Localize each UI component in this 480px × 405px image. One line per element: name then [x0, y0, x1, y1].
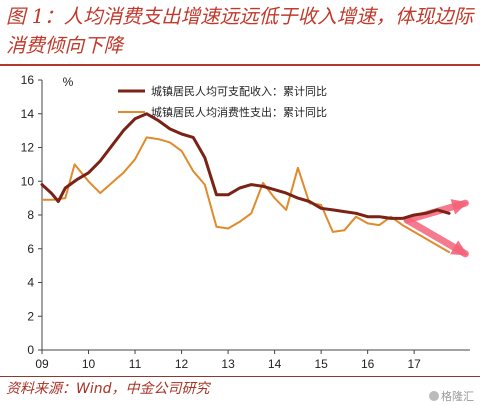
x-tick-label: 12: [175, 357, 189, 371]
legend-label-1: 城镇居民人均可支配收入：累计同比: [151, 84, 327, 98]
y-tick-label: 8: [27, 208, 34, 222]
y-tick-label: 6: [27, 242, 34, 256]
x-tick-label: 10: [82, 357, 96, 371]
watermark: 格隆汇: [429, 388, 474, 404]
trend-annotations: [403, 199, 469, 258]
x-tick-label: 16: [361, 357, 375, 371]
title-divider: [0, 64, 480, 66]
watermark-text: 格隆汇: [441, 390, 474, 403]
x-tick-label: 14: [268, 357, 282, 371]
y-tick-label: 16: [21, 73, 35, 87]
x-tick-label: 13: [221, 357, 235, 371]
figure-title: 图 1：人均消费支出增速远远低于收入增速，体现边际消费倾向下降: [6, 5, 474, 57]
y-axis-unit-label: %: [63, 75, 74, 89]
source-divider: [0, 376, 480, 377]
series-line-2: [41, 136, 451, 254]
trend-arrow-head-1: [450, 199, 469, 215]
axes: 0 2 4 6 8 10 12 14 16 % 09 10 11 12 13 14 15 16 17: [21, 73, 470, 371]
trend-arrow-head-2: [450, 240, 468, 256]
series-line-1: [40, 112, 451, 220]
legend-label-2: 城镇居民人均消费性支出：累计同比: [151, 105, 327, 119]
y-tick-label: 12: [21, 141, 35, 155]
watermark-logo-icon: [429, 391, 439, 401]
y-tick-label: 0: [27, 343, 34, 357]
x-tick-label: 15: [314, 357, 328, 371]
series-lines: [40, 112, 451, 254]
x-tick-label: 11: [129, 357, 142, 371]
y-tick-label: 14: [21, 107, 35, 121]
x-tick-label: 09: [35, 357, 49, 371]
figure-source: 资料来源：Wind，中金公司研究: [6, 381, 210, 397]
x-tick-label: 17: [407, 357, 421, 371]
y-tick-label: 10: [21, 174, 35, 188]
y-tick-label: 2: [27, 309, 34, 323]
y-tick-label: 4: [27, 276, 34, 290]
